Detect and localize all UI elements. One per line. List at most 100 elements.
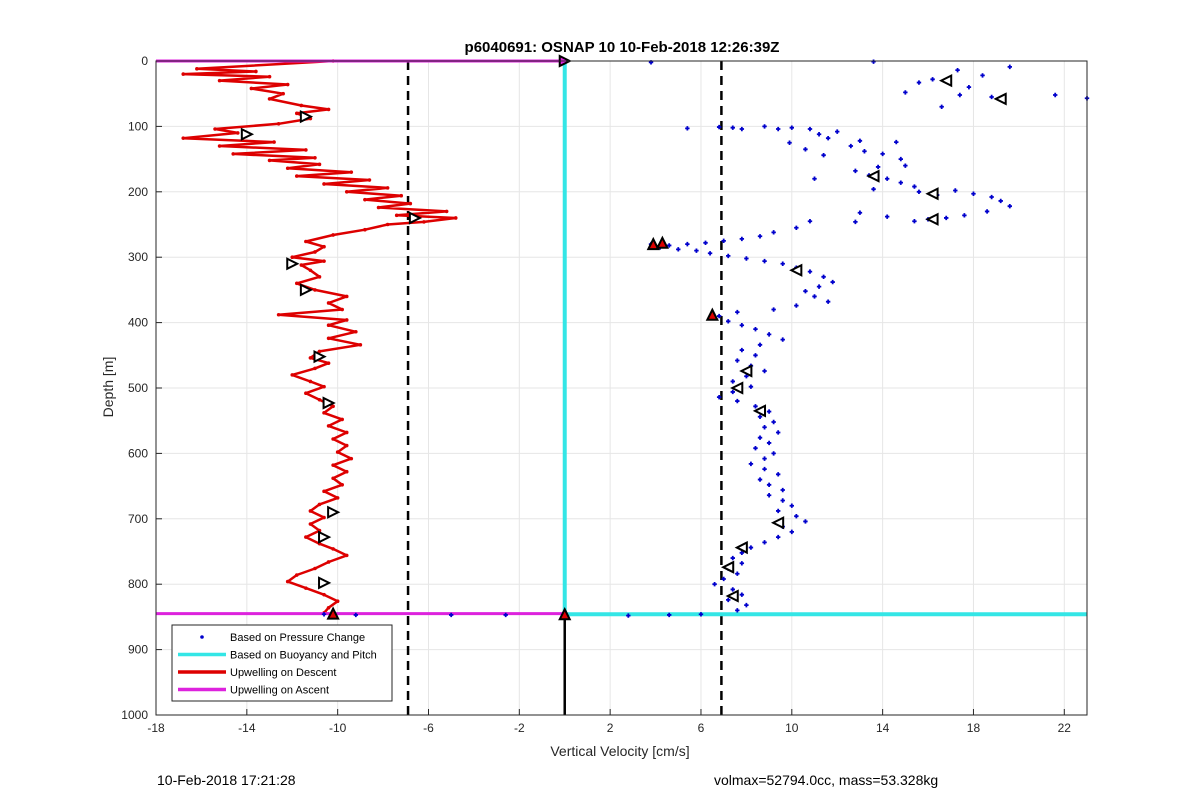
descent-point — [367, 178, 372, 182]
descent-point — [304, 391, 308, 396]
pressure-point — [821, 274, 826, 280]
descent-point — [213, 127, 217, 131]
y-tick-label: 400 — [128, 316, 148, 330]
legend-swatch-points — [200, 635, 204, 639]
pressure-point — [685, 241, 690, 247]
descent-point — [294, 174, 299, 178]
pressure-point — [812, 294, 817, 299]
pressure-point — [766, 482, 772, 487]
pressure-point — [884, 214, 890, 219]
pressure-point — [830, 279, 835, 285]
pressure-point — [762, 258, 767, 264]
pressure-point — [753, 326, 758, 332]
descent-point — [408, 201, 413, 206]
pressure-point — [953, 188, 958, 193]
triangle-marker — [655, 235, 669, 249]
descent-point — [235, 131, 240, 135]
pressure-point — [862, 149, 867, 154]
descent-point — [322, 259, 326, 263]
triangle-marker — [925, 212, 939, 226]
y-tick-label: 900 — [128, 643, 148, 657]
descent-point — [313, 288, 317, 292]
pressure-point — [898, 156, 903, 162]
descent-point — [294, 573, 299, 577]
pressure-point — [775, 472, 781, 477]
pressure-point — [803, 519, 808, 524]
triangle-marker — [646, 236, 660, 251]
pressure-point — [903, 90, 908, 95]
descent-point — [317, 275, 322, 279]
footer-volmax-mass: volmax=52794.0cc, mass=53.328kg — [714, 772, 939, 788]
descent-point — [313, 250, 317, 254]
descent-point — [344, 553, 349, 558]
axis-ticks: -18 -14 -10 -6 -2 2 6 10 14 18 22 0 100 200 300 400 500 6… — [121, 54, 1071, 735]
descent-point — [217, 144, 222, 148]
pressure-point — [835, 129, 840, 134]
pressure-point — [703, 240, 708, 246]
descent-point — [308, 522, 313, 526]
descent-point — [322, 592, 326, 597]
legend-label: Upwelling on Ascent — [230, 685, 329, 697]
pressure-point — [726, 597, 731, 603]
y-tick-label: 100 — [128, 119, 148, 133]
descent-point — [363, 227, 367, 232]
pressure-point — [748, 545, 754, 550]
descent-point — [335, 496, 340, 500]
pressure-point — [962, 213, 967, 218]
descent-point — [317, 349, 322, 354]
pressure-point — [762, 456, 767, 461]
pressure-point — [735, 571, 740, 576]
x-tick-label: -10 — [329, 721, 347, 735]
pressure-point — [903, 163, 908, 168]
pressure-point — [857, 210, 863, 215]
x-tick-label: -14 — [238, 721, 256, 735]
pressure-point — [939, 104, 944, 109]
pressure-point — [787, 140, 792, 145]
descent-point — [285, 166, 290, 171]
pressure-point — [766, 409, 772, 414]
triangle-marker — [993, 92, 1007, 106]
descent-point — [195, 67, 199, 71]
descent-point — [326, 361, 331, 365]
pressure-point — [775, 430, 781, 435]
pressure-point — [685, 126, 690, 131]
pressure-point — [825, 299, 831, 304]
triangle-marker — [734, 540, 748, 555]
descent-point — [326, 424, 331, 428]
pressure-point — [753, 404, 758, 409]
legend-label: Based on Pressure Change — [230, 632, 365, 644]
pressure-point — [503, 612, 508, 618]
pressure-point — [626, 613, 631, 618]
triangle-marker — [866, 169, 880, 183]
pressure-point — [744, 374, 749, 379]
descent-point — [317, 502, 322, 507]
pressure-point — [807, 269, 813, 274]
triangle-marker — [326, 606, 340, 620]
descent-point — [304, 148, 308, 152]
pressure-point — [871, 186, 876, 192]
descent-point — [276, 312, 281, 317]
triangle-marker — [725, 589, 739, 603]
pressure-point — [912, 184, 917, 189]
pressure-point — [944, 215, 949, 221]
triangle-marker — [925, 187, 939, 201]
pressure-point — [894, 139, 899, 145]
y-axis-label: Depth [m] — [100, 357, 116, 418]
x-tick-label: 18 — [967, 721, 981, 735]
descent-point — [453, 216, 458, 220]
y-tick-label: 600 — [128, 446, 148, 460]
descent-point — [344, 443, 349, 448]
descent-point — [444, 209, 449, 214]
pressure-point — [884, 176, 890, 181]
triangle-marker — [752, 404, 767, 418]
descent-point — [313, 366, 317, 371]
descent-point — [326, 301, 331, 305]
pressure-point — [816, 132, 822, 137]
pressure-point — [748, 384, 754, 389]
pressure-point — [807, 126, 813, 132]
pressure-point — [448, 612, 454, 618]
pressure-point — [716, 124, 722, 130]
y-tick-label: 200 — [128, 185, 148, 199]
descent-point — [181, 72, 186, 76]
pressure-point — [853, 168, 858, 174]
